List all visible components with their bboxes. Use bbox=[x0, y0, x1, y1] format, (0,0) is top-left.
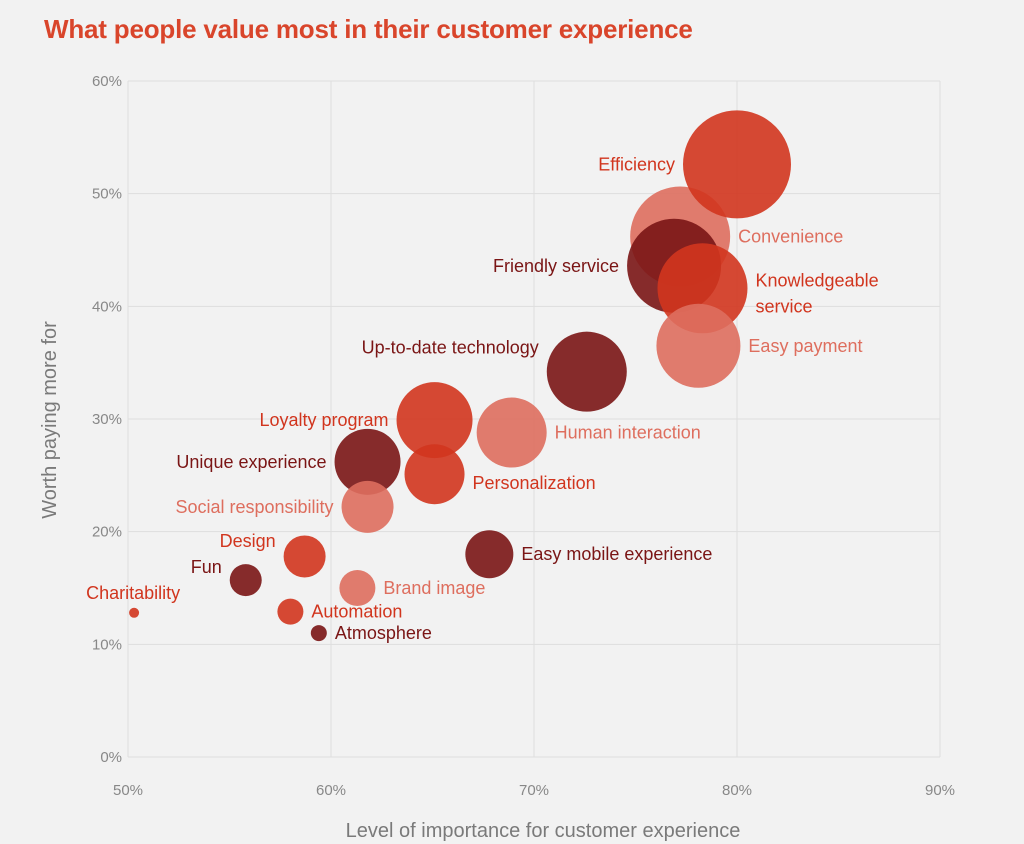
label-human-interaction: Human interaction bbox=[555, 423, 701, 443]
bubbles bbox=[129, 110, 791, 642]
bubble-brand-image bbox=[339, 570, 376, 606]
label-automation: Automation bbox=[311, 602, 402, 622]
label-friendly-service: Friendly service bbox=[493, 256, 619, 276]
label-charitability: Charitability bbox=[86, 583, 180, 603]
bubble-design bbox=[283, 535, 326, 578]
y-tick-label: 50% bbox=[92, 186, 122, 203]
label-efficiency: Efficiency bbox=[598, 154, 675, 174]
label-social-responsibility: Social responsibility bbox=[175, 497, 333, 517]
bubble-automation bbox=[277, 598, 304, 625]
y-tick-label: 60% bbox=[92, 73, 122, 90]
label-design: Design bbox=[220, 531, 276, 551]
y-tick-label: 10% bbox=[92, 636, 122, 653]
label-atmosphere: Atmosphere bbox=[335, 623, 432, 643]
y-tick-label: 0% bbox=[100, 749, 122, 766]
label-personalization: Personalization bbox=[473, 473, 596, 493]
label-easy-mobile-experience: Easy mobile experience bbox=[521, 544, 712, 564]
y-axis-title: Worth paying more for bbox=[39, 321, 61, 519]
bubble-atmosphere bbox=[310, 625, 327, 642]
label-unique-experience: Unique experience bbox=[176, 452, 326, 472]
y-tick-label: 20% bbox=[92, 524, 122, 541]
label-up-to-date-technology: Up-to-date technology bbox=[362, 338, 539, 358]
bubble-easy-mobile-experience bbox=[465, 530, 514, 579]
bubble-personalization bbox=[404, 444, 465, 505]
bubble-charitability bbox=[129, 607, 140, 618]
bubble-fun bbox=[229, 564, 262, 597]
label-easy-payment: Easy payment bbox=[748, 336, 862, 356]
label-convenience: Convenience bbox=[738, 226, 843, 246]
x-tick-label: 70% bbox=[519, 782, 549, 799]
bubble-efficiency bbox=[683, 110, 791, 219]
bubble-human-interaction bbox=[476, 397, 547, 468]
bubble-labels: Convenience Friendly service Efficiency Kno… bbox=[86, 154, 879, 643]
y-tick-label: 40% bbox=[92, 298, 122, 315]
x-axis-ticks: 50% 60% 70% 80% 90% bbox=[113, 782, 955, 799]
x-tick-label: 80% bbox=[722, 782, 752, 799]
x-tick-label: 90% bbox=[925, 782, 955, 799]
chart-title: What people value most in their customer… bbox=[44, 14, 693, 44]
bubble-unique-experience bbox=[334, 428, 401, 495]
y-tick-label: 30% bbox=[92, 411, 122, 428]
label-fun: Fun bbox=[191, 557, 222, 577]
label-knowledgeable-service: Knowledgeable service bbox=[755, 270, 878, 316]
bubble-social-responsibility bbox=[341, 480, 394, 533]
x-tick-label: 60% bbox=[316, 782, 346, 799]
label-brand-image: Brand image bbox=[383, 578, 485, 598]
bubble-up-to-date-technology bbox=[546, 331, 627, 412]
bubble-loyalty-program bbox=[396, 382, 473, 459]
label-loyalty-program: Loyalty program bbox=[259, 410, 388, 430]
x-tick-label: 50% bbox=[113, 782, 143, 799]
y-axis-ticks: 0% 10% 20% 30% 40% 50% 60% bbox=[92, 73, 122, 766]
x-axis-title: Level of importance for customer experie… bbox=[346, 820, 741, 842]
bubble-easy-payment bbox=[656, 303, 741, 388]
